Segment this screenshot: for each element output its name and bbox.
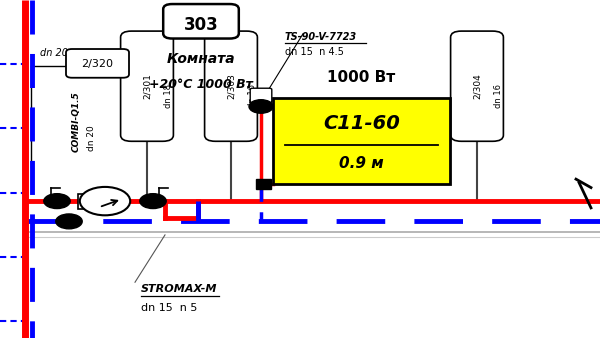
Text: dn 15  n 5: dn 15 n 5	[141, 303, 197, 313]
Text: 2/304: 2/304	[473, 73, 482, 99]
Text: +20°C 1000 Вт: +20°C 1000 Вт	[149, 78, 253, 91]
Circle shape	[56, 214, 82, 229]
FancyBboxPatch shape	[451, 31, 503, 141]
FancyBboxPatch shape	[205, 31, 257, 141]
Text: STROMAX-M: STROMAX-M	[141, 284, 218, 294]
Text: dn 16: dn 16	[248, 84, 257, 108]
Text: dn 20: dn 20	[40, 48, 68, 58]
Text: COMBI-Q1.5: COMBI-Q1.5	[72, 91, 80, 152]
Text: dn 16: dn 16	[494, 84, 503, 108]
Text: C11-60: C11-60	[323, 114, 400, 134]
Circle shape	[80, 187, 130, 215]
Circle shape	[140, 194, 166, 209]
Circle shape	[249, 100, 273, 113]
FancyBboxPatch shape	[66, 49, 129, 78]
Text: 0.9 м: 0.9 м	[339, 156, 384, 171]
Text: 2/320: 2/320	[82, 58, 113, 69]
Text: 2/303: 2/303	[227, 73, 235, 99]
Text: TS-90-V-7723: TS-90-V-7723	[285, 32, 357, 42]
Text: 1000 Вт: 1000 Вт	[328, 70, 395, 85]
Text: dn 20: dn 20	[87, 126, 96, 151]
Bar	[256, 179, 271, 189]
Text: dn 18: dn 18	[164, 84, 173, 108]
Text: Комната: Комната	[167, 52, 235, 66]
Bar	[78, 194, 101, 209]
Text: 2/301: 2/301	[143, 73, 151, 99]
Circle shape	[44, 194, 70, 209]
Text: dn 15  n 4.5: dn 15 n 4.5	[285, 47, 344, 57]
Text: 303: 303	[184, 16, 218, 34]
FancyBboxPatch shape	[250, 88, 272, 103]
FancyBboxPatch shape	[163, 4, 239, 39]
Bar	[273, 98, 450, 184]
FancyBboxPatch shape	[121, 31, 173, 141]
